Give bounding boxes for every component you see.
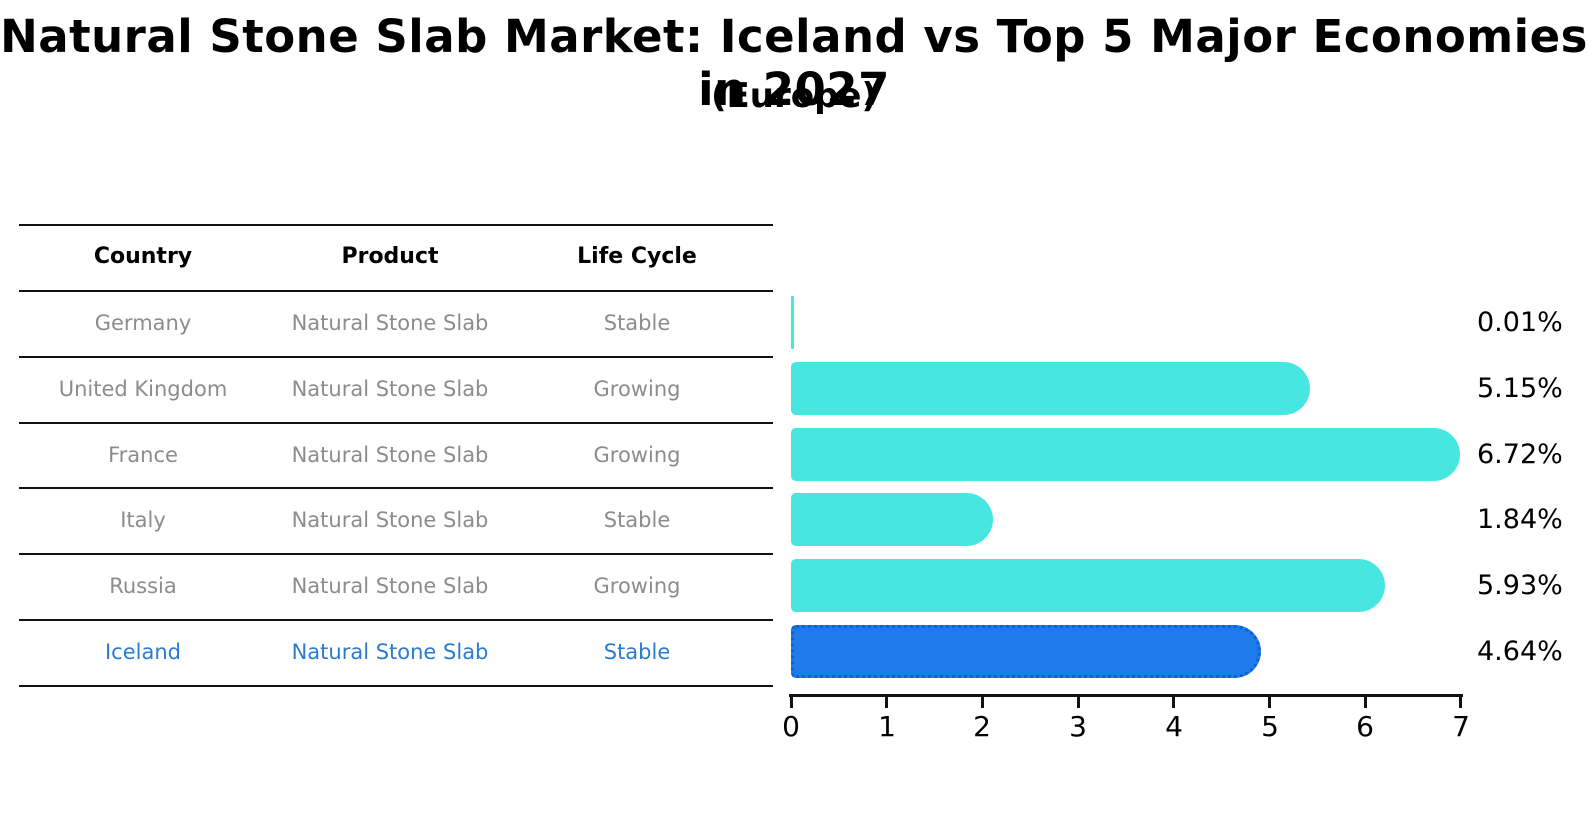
x-axis-tick [981, 696, 984, 708]
table-cell-product: Natural Stone Slab [291, 640, 489, 664]
value-bar-france [791, 428, 1460, 481]
x-axis-tick-label: 3 [1069, 710, 1087, 743]
table-separator-line [19, 290, 773, 292]
table-cell-life-cycle: Stable [603, 311, 671, 335]
value-label: 6.72% [1477, 439, 1563, 470]
x-axis-tick-label: 1 [878, 710, 896, 743]
table-cell-product: Natural Stone Slab [291, 377, 489, 401]
x-axis-tick-label: 2 [973, 710, 991, 743]
chart-title: Natural Stone Slab Market: Iceland vs To… [0, 10, 1588, 116]
x-axis-tick-label: 4 [1165, 710, 1183, 743]
value-label: 1.84% [1477, 504, 1563, 535]
table-cell-life-cycle: Growing [593, 574, 681, 598]
x-axis-tick [1172, 696, 1175, 708]
value-label: 5.15% [1477, 373, 1563, 404]
table-cell-country: Italy [120, 508, 166, 532]
table-separator-line [19, 553, 773, 555]
table-cell-product: Natural Stone Slab [291, 508, 489, 532]
value-bar-russia [791, 559, 1385, 612]
table-cell-product: Natural Stone Slab [291, 311, 489, 335]
x-axis-tick [790, 696, 793, 708]
value-label: 0.01% [1477, 307, 1563, 338]
table-cell-product: Natural Stone Slab [291, 443, 489, 467]
value-bar-iceland [791, 625, 1261, 678]
value-bar-germany [791, 296, 794, 349]
table-header-product: Product [341, 244, 439, 269]
x-axis-tick [885, 696, 888, 708]
table-cell-country: Russia [109, 574, 177, 598]
value-label: 4.64% [1477, 636, 1563, 667]
table-separator-line [19, 422, 773, 424]
table-separator-line [19, 356, 773, 358]
x-axis-tick-label: 0 [782, 710, 800, 743]
table-cell-country: Iceland [104, 640, 181, 664]
x-axis-tick [1459, 696, 1462, 708]
table-cell-country: Germany [94, 311, 192, 335]
table-cell-life-cycle: Stable [603, 508, 671, 532]
x-axis-line [789, 694, 1463, 697]
value-bar-italy [791, 493, 993, 546]
table-cell-country: France [108, 443, 178, 467]
x-axis-tick [1077, 696, 1080, 708]
table-cell-life-cycle: Stable [603, 640, 671, 664]
x-axis-tick-label: 5 [1261, 710, 1279, 743]
table-header-life-cycle: Life Cycle [577, 244, 697, 269]
table-cell-life-cycle: Growing [593, 377, 681, 401]
value-bar-united-kingdom [791, 362, 1310, 415]
x-axis-tick [1268, 696, 1271, 708]
table-separator-line [19, 487, 773, 489]
x-axis-tick [1364, 696, 1367, 708]
value-label: 5.93% [1477, 570, 1563, 601]
chart-subtitle: (Europe) [710, 76, 878, 116]
table-cell-product: Natural Stone Slab [291, 574, 489, 598]
table-cell-life-cycle: Growing [593, 443, 681, 467]
x-axis-tick-label: 7 [1452, 710, 1470, 743]
table-header-country: Country [93, 244, 193, 269]
x-axis-tick-label: 6 [1356, 710, 1374, 743]
table-separator-line [19, 224, 773, 226]
table-cell-country: United Kingdom [58, 377, 228, 401]
table-separator-line [19, 619, 773, 621]
table-separator-line [19, 685, 773, 687]
